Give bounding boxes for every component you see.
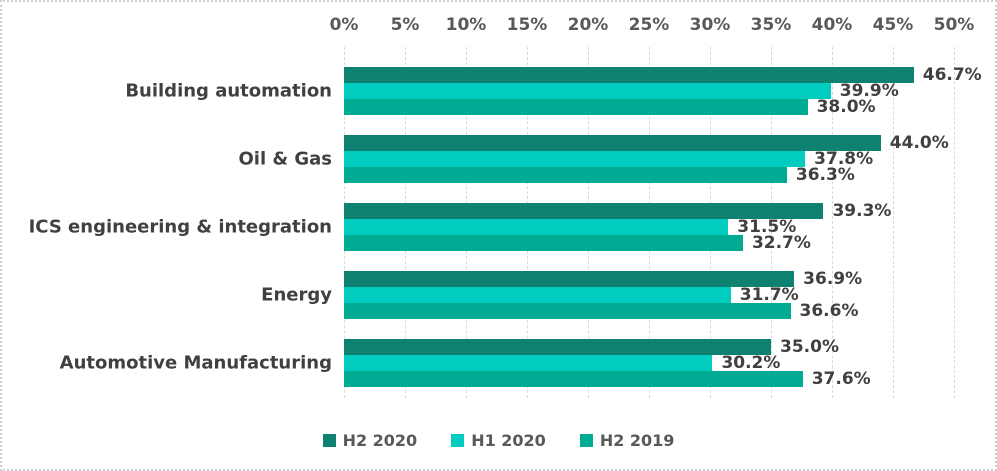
bar-h2-2019: [344, 371, 803, 387]
value-label: 36.3%: [795, 165, 855, 185]
legend-label: H2 2020: [342, 430, 418, 450]
bar-h2-2019: [344, 99, 808, 115]
x-axis-tick-label: 45%: [872, 15, 914, 35]
legend-item-h1-2020: H1 2020: [451, 431, 546, 450]
value-label: 31.5%: [737, 217, 797, 237]
legend-swatch-icon: [451, 433, 465, 447]
value-label: 39.3%: [832, 201, 892, 221]
x-axis-tick-label: 10%: [445, 15, 487, 35]
value-label: 38.0%: [816, 97, 876, 117]
x-axis-tick-label: 25%: [628, 15, 670, 35]
bar-h2-2020: [344, 271, 795, 287]
bar-h2-2019: [344, 235, 743, 251]
x-axis-tick-label: 40%: [811, 15, 853, 35]
bar-h2-2020: [344, 135, 881, 151]
legend: H2 2020 H1 2020 H2 2019: [2, 429, 995, 451]
bar-h1-2020: [344, 219, 729, 235]
category-label: Automotive Manufacturing: [59, 352, 332, 374]
bar-h2-2020: [344, 67, 914, 83]
legend-swatch-icon: [322, 433, 336, 447]
legend-item-h2-2020: H2 2020: [322, 430, 418, 450]
value-label: 44.0%: [889, 133, 949, 153]
x-axis-tick-label: 35%: [750, 15, 792, 35]
gridline: [954, 47, 955, 398]
value-label: 37.6%: [811, 369, 871, 389]
value-label: 35.0%: [780, 337, 839, 357]
value-label: 36.9%: [803, 269, 863, 289]
category-label: ICS engineering & integration: [28, 216, 332, 238]
bar-h1-2020: [344, 83, 831, 99]
bar-h2-2020: [344, 339, 771, 355]
value-label: 30.2%: [721, 353, 781, 373]
x-axis-tick-label: 50%: [933, 15, 975, 35]
bar-h2-2019: [344, 303, 791, 319]
x-axis-tick-label: 5%: [390, 15, 420, 35]
x-axis-tick-label: 15%: [506, 15, 548, 35]
legend-item-h2-2019: H2 2019: [579, 430, 675, 450]
legend-swatch-icon: [579, 433, 593, 447]
x-axis-tick-label: 0%: [329, 15, 359, 35]
x-axis-tick-label: 20%: [567, 15, 609, 35]
value-label: 39.9%: [839, 81, 899, 101]
value-label: 36.6%: [799, 301, 859, 321]
gridline: [832, 47, 833, 398]
category-label: Energy: [261, 284, 332, 306]
value-label: 46.7%: [922, 65, 982, 85]
legend-label: H1 2020: [471, 430, 546, 450]
bar-h2-2019: [344, 167, 787, 183]
value-label: 32.7%: [751, 233, 811, 253]
value-label: 37.8%: [814, 149, 874, 169]
gridline: [893, 47, 894, 398]
bar-h1-2020: [344, 287, 731, 303]
category-label: Oil & Gas: [238, 148, 332, 170]
bar-h1-2020: [344, 151, 806, 167]
legend-label: H2 2019: [599, 430, 675, 450]
gridline: [771, 47, 772, 398]
x-axis-tick-label: 30%: [689, 15, 731, 35]
value-label: 31.7%: [739, 285, 799, 305]
bar-h1-2020: [344, 355, 713, 371]
bar-h2-2020: [344, 203, 824, 219]
category-label: Building automation: [125, 80, 332, 102]
